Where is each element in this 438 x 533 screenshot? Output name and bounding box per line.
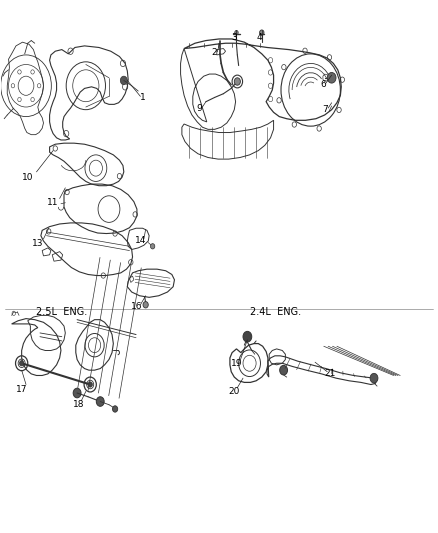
Text: 11: 11 (46, 198, 58, 207)
Circle shape (327, 72, 336, 83)
Text: 13: 13 (32, 239, 43, 248)
Text: 3: 3 (231, 34, 237, 43)
Text: 21: 21 (325, 369, 336, 378)
Circle shape (280, 366, 288, 375)
Circle shape (96, 397, 104, 406)
Circle shape (120, 76, 127, 85)
Circle shape (143, 302, 148, 308)
Text: 19: 19 (231, 359, 242, 368)
Circle shape (73, 388, 81, 398)
Circle shape (243, 332, 252, 342)
Text: 2: 2 (211, 49, 216, 57)
Text: 1: 1 (140, 93, 145, 102)
Text: 14: 14 (135, 237, 146, 246)
Text: 17: 17 (16, 385, 28, 394)
Text: 4: 4 (257, 34, 262, 43)
Circle shape (113, 406, 118, 412)
Text: 20: 20 (229, 387, 240, 397)
Text: 7: 7 (322, 104, 328, 114)
Text: 16: 16 (131, 302, 143, 311)
Circle shape (260, 30, 264, 35)
Text: 10: 10 (22, 173, 34, 182)
Text: 6: 6 (320, 79, 326, 88)
Circle shape (234, 78, 240, 85)
Text: 9: 9 (197, 103, 202, 112)
Text: 2.4L  ENG.: 2.4L ENG. (250, 306, 301, 317)
Circle shape (88, 382, 92, 387)
Text: 18: 18 (73, 400, 84, 409)
Circle shape (235, 30, 238, 35)
Circle shape (370, 373, 378, 383)
Circle shape (150, 244, 155, 249)
Circle shape (19, 361, 24, 366)
Text: 2.5L  ENG.: 2.5L ENG. (35, 306, 87, 317)
